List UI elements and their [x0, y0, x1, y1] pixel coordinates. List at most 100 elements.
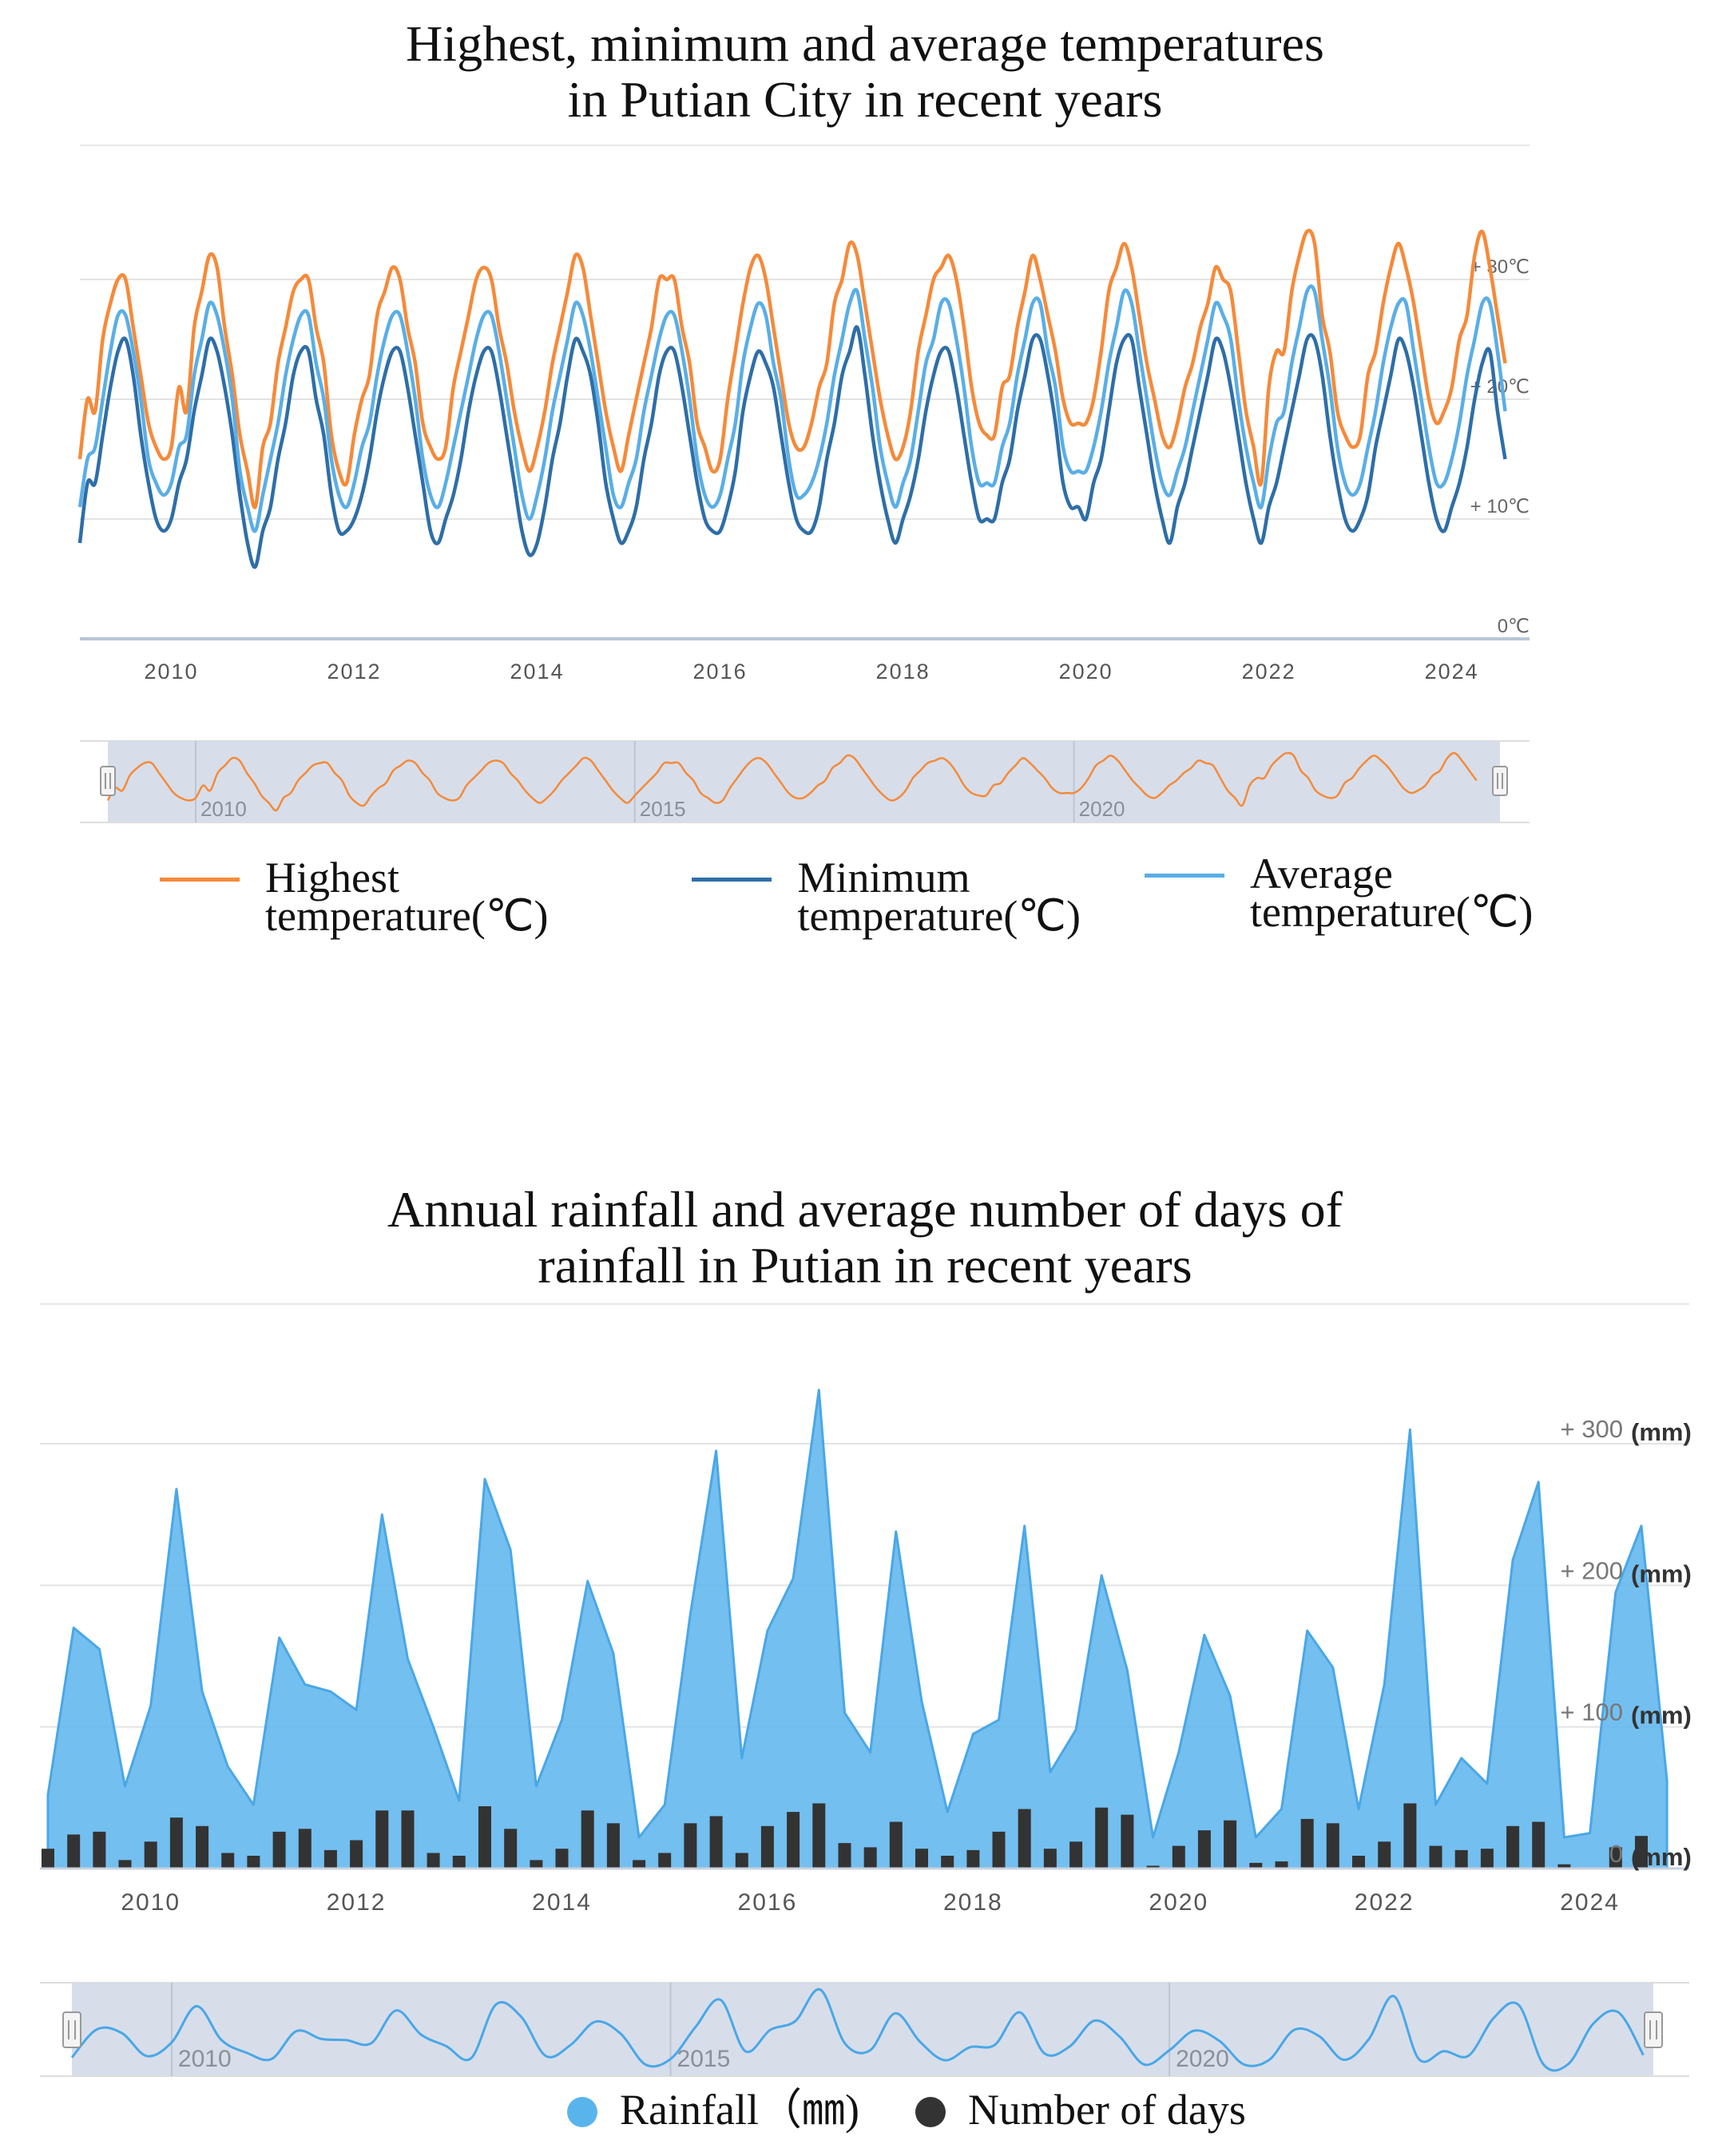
rain-y-tick-value: 0 [1609, 1840, 1623, 1868]
rain-days-bar [144, 1841, 157, 1869]
rain-x-tick-label: 2010 [121, 1889, 181, 1916]
rain-days-bar [272, 1831, 286, 1869]
legend-highest-line2: temperature(℃) [265, 892, 549, 940]
temp-navigator-label: 2015 [640, 797, 686, 821]
rain-days-bar [427, 1853, 440, 1869]
rain-days-bar [67, 1834, 81, 1869]
legend-rainfall[interactable]: Rainfall（㎜) [567, 2088, 859, 2131]
rain-days-bar [915, 1849, 928, 1869]
rain-days-bar [1429, 1845, 1442, 1869]
temp-navigator-handle-right [1492, 766, 1508, 796]
temperature-title-line2: in Putian City in recent years [567, 71, 1163, 128]
rain-days-bar [838, 1843, 851, 1869]
rain-days-bar [530, 1860, 543, 1869]
rain-days-bar [658, 1853, 672, 1869]
legend-minimum-line2: temperature(℃) [797, 892, 1081, 940]
legend-average-line2: temperature(℃) [1249, 888, 1534, 936]
rain-days-bar [581, 1810, 594, 1869]
rain-days-bar [350, 1840, 363, 1869]
legend-number-of-days[interactable]: Number of days [915, 2086, 1246, 2134]
rain-days-bar [633, 1860, 646, 1869]
temp-x-tick-label: 2022 [1242, 660, 1296, 684]
rain-days-bar [1403, 1803, 1417, 1869]
rain-days-bar [1043, 1849, 1057, 1869]
rain-days-bar [478, 1806, 491, 1869]
rain-x-tick-label: 2018 [943, 1889, 1003, 1916]
rain-days-bar [1121, 1814, 1134, 1869]
rain-days-bar [709, 1816, 723, 1869]
rain-days-bar [1378, 1841, 1391, 1869]
rain-days-bar [1300, 1818, 1314, 1869]
rain-days-bar [1609, 1847, 1622, 1869]
legend-highest-swatch [160, 878, 240, 882]
rain-days-bar [1532, 1821, 1545, 1869]
rain-days-bar [1224, 1820, 1237, 1869]
rain-days-bar [812, 1803, 826, 1869]
rain-days-bar [760, 1825, 774, 1869]
temp-x-tick-label: 2010 [144, 660, 198, 684]
rain-navigator-handle-right [1644, 2011, 1663, 2048]
rain-days-bar [1557, 1864, 1571, 1869]
temp-x-tick-label: 2020 [1059, 660, 1113, 684]
temp-y-tick-label: + 10℃ [1470, 496, 1530, 517]
legend-minimum-swatch [692, 878, 772, 882]
legend-highest-line1: Highest [265, 854, 399, 902]
rain-days-bar [735, 1853, 748, 1869]
legend-minimum-temperature[interactable]: Minimum temperature(℃) [692, 854, 1081, 940]
rain-days-bar [504, 1829, 518, 1869]
temp-x-tick-label: 2016 [693, 660, 748, 684]
rain-days-bar [375, 1810, 389, 1869]
rain-days-bar [323, 1849, 337, 1869]
rain-days-bar [787, 1812, 800, 1869]
rain-days-bar [1249, 1862, 1263, 1869]
rain-navigator-window [72, 1983, 1653, 2076]
legend-minimum-line1: Minimum [797, 854, 970, 902]
temp-x-tick-label: 2014 [510, 660, 565, 684]
rain-days-bar [1352, 1856, 1365, 1869]
temp-navigator-handle-left [100, 766, 116, 796]
rain-days-bar [1506, 1825, 1520, 1869]
legend-average-swatch [1144, 874, 1224, 878]
rain-x-tick-label: 2012 [327, 1889, 387, 1916]
rain-days-bar [1635, 1836, 1648, 1869]
rain-days-bar [1146, 1865, 1160, 1869]
rain-x-tick-label: 2020 [1149, 1889, 1208, 1916]
temperature-chart-title: Highest, minimum and average temperature… [0, 16, 1730, 128]
rain-navigator-handle-left [62, 2011, 81, 2048]
rain-days-bar [1095, 1807, 1109, 1869]
rain-days-bar [966, 1849, 980, 1869]
rain-x-tick-label: 2024 [1560, 1889, 1620, 1916]
rain-x-tick-label: 2016 [738, 1889, 798, 1916]
rain-days-bar [889, 1821, 903, 1869]
legend-highest-temperature[interactable]: Highest temperature(℃) [160, 854, 549, 940]
legend-average-temperature[interactable]: Average temperature(℃) [1144, 852, 1534, 936]
temp-navigator-label: 2020 [1079, 797, 1125, 821]
legend-rainfall-swatch [567, 2097, 597, 2127]
temp-navigator-window [108, 741, 1500, 822]
rain-x-tick-label: 2022 [1355, 1889, 1415, 1916]
rain-y-tick-unit: (mm) [1631, 1418, 1692, 1446]
rain-days-bar [1275, 1861, 1288, 1869]
rain-days-bar [452, 1856, 466, 1869]
rainfall-chart: 0 (mm) + 100 (mm) + 200 (mm) + 300 (mm) 2010 2012… [40, 1303, 1692, 2077]
rain-days-bar [401, 1810, 415, 1869]
temp-series-line-0 [77, 228, 1507, 509]
rain-days-bar [247, 1856, 260, 1869]
rain-navigator-label: 2015 [677, 2046, 731, 2072]
rain-days-bar [941, 1856, 954, 1869]
rain-days-bar [684, 1823, 697, 1869]
legend-days-label: Number of days [967, 2086, 1246, 2134]
temp-series-line-1 [77, 325, 1507, 569]
rain-y-tick-value: + 300 [1561, 1415, 1623, 1443]
rain-days-bar [1454, 1849, 1468, 1869]
rain-navigator-label: 2010 [178, 2046, 232, 2072]
temp-x-tick-label: 2024 [1425, 660, 1479, 684]
rain-x-tick-label: 2014 [532, 1889, 592, 1916]
rain-days-bar [118, 1860, 132, 1869]
rain-days-bar [42, 1849, 54, 1869]
temp-y-tick-label: + 30℃ [1470, 256, 1530, 278]
rain-y-tick-unit: (mm) [1631, 1843, 1692, 1871]
rain-days-bar [863, 1847, 877, 1869]
